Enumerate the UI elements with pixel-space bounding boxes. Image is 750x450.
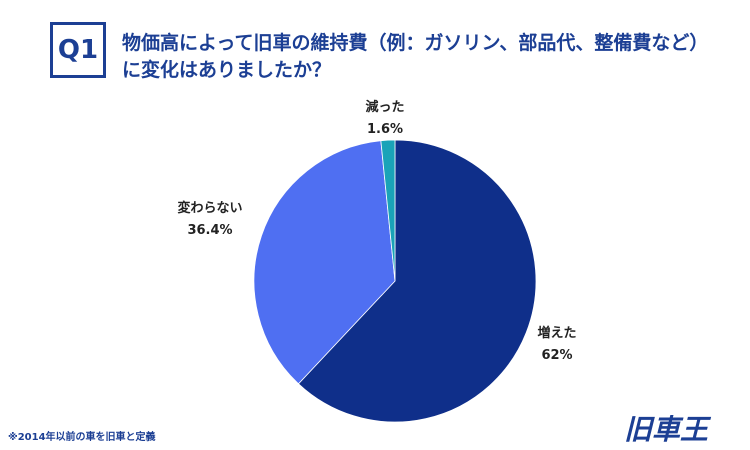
question-line-1: 物価高によって旧車の維持費（例：ガソリン、部品代、整備費など） [122,32,709,54]
logo-text: 旧車王 [624,413,712,446]
brand-logo: 旧車王 [620,413,738,446]
pie-slice [253,140,396,385]
pie-slice [380,139,396,282]
question-line-2: に変化はありましたか？ [122,59,332,81]
slice-label: 減った [365,99,404,115]
slice-label: 増えた [537,325,576,341]
question-number-badge: Q1 [50,22,106,78]
slice-value-label: 36.4% [187,223,232,238]
slice-value-label: 1.6% [367,122,403,137]
pie-slice [297,139,537,423]
footnote: ※2014年以前の車を旧車と定義 [8,432,156,443]
slice-value-label: 62% [541,348,572,363]
question-text: 物価高によって旧車の維持費（例：ガソリン、部品代、整備費など） に変化はありまし… [122,30,732,84]
slice-label: 変わらない [177,200,242,216]
